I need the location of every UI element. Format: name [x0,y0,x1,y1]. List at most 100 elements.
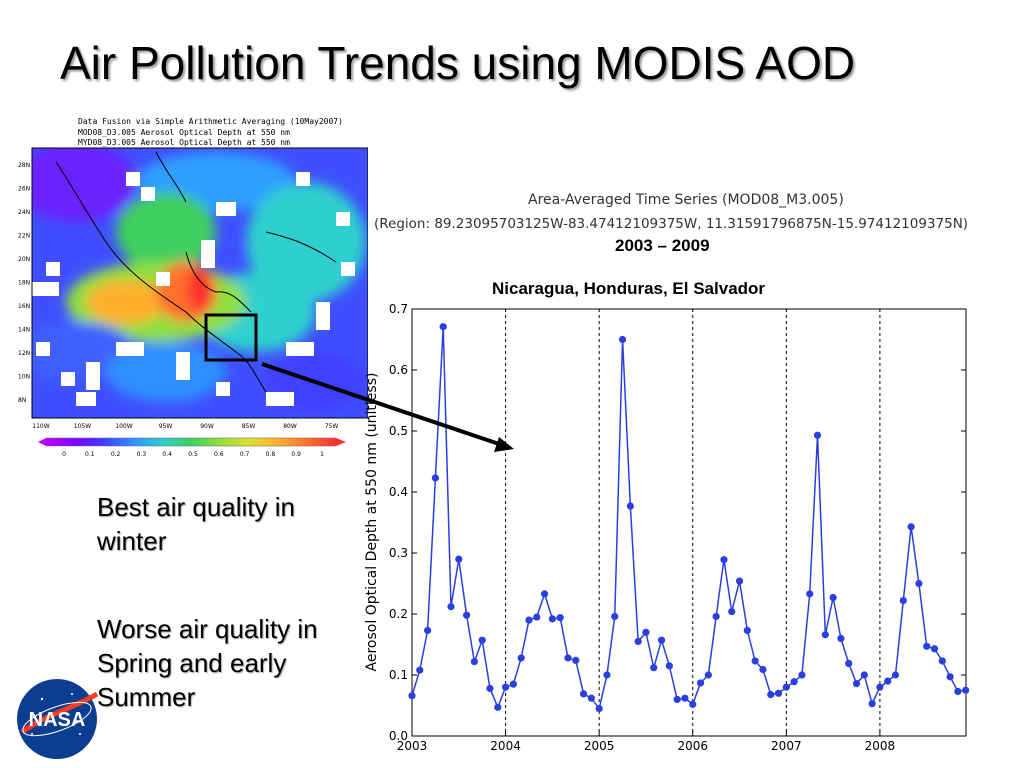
aod-data-point [618,335,627,344]
map-lat-label: 8N [18,397,26,404]
aod-data-point [486,684,494,693]
aod-data-point [689,700,697,708]
x-tick-label: 2005 [584,739,615,753]
aod-data-point [837,634,845,643]
aod-data-point [891,671,900,679]
aod-data-point [572,656,580,664]
region-box [204,313,258,362]
colorbar-label: 0.2 [111,451,121,458]
map-lon-label: 100W [115,423,132,430]
aod-data-point [860,671,868,679]
colorbar-label: 0.7 [240,451,250,458]
map-lat-label: 10N [18,374,30,381]
aod-data-point [759,665,767,674]
aod-data-point [501,683,510,691]
colorbar-label: 0.1 [85,451,95,458]
map-lon-label: 110W [32,423,49,430]
aod-data-point [806,590,814,598]
aod-data-point [696,679,705,687]
aod-data-point [447,603,455,611]
aod-data-point [751,657,759,665]
aod-data-point [938,657,946,665]
map-lat-label: 22N [18,233,30,240]
slide-title: Air Pollution Trends using MODIS AOD [60,37,856,89]
aod-data-point [470,657,478,666]
y-tick-label: 0.2 [389,607,408,621]
map-lon-label: 90W [200,423,214,430]
arrow-shaft [261,362,506,448]
aod-data-point [462,611,471,619]
aod-data-point [642,628,650,636]
y-tick-label: 0.5 [389,424,408,438]
aod-data-point [657,636,666,644]
aod-data-point [579,690,588,698]
y-tick-label: 0.1 [389,668,408,682]
colorbar-label: 0.8 [266,451,276,458]
aod-data-point [704,671,712,679]
aod-data-point [455,555,463,563]
aod-data-point [478,636,486,644]
map-lat-label: 26N [18,186,30,193]
aod-data-point [439,323,447,331]
aod-map-panel: Data Fusion via Simple Arithmetic Averag… [16,112,368,458]
aod-map: 28N 26N 24N 22N 20N 18N 16N 14N 12N 10N 8N 110W 105… [18,147,368,458]
colorbar-label: 0.5 [188,451,198,458]
aod-data-point [798,671,806,679]
aod-data-point [852,679,861,688]
map-lon-label: 80W [283,423,297,430]
nasa-logo: NASA [17,679,99,759]
aod-data-point [540,590,549,598]
colorbar-label: 0.3 [137,451,147,458]
aod-data-point [829,593,837,602]
aod-data-point [712,612,720,621]
aod-data-point [923,642,931,650]
aod-data-point [525,616,533,624]
aod-data-point [728,607,736,616]
y-axis-label: Aerosol Optical Depth at 550 nm (unitles… [364,373,380,672]
aod-data-point [743,626,751,635]
aod-data-point [548,615,556,623]
aod-data-point [587,694,595,702]
colorbar-label: 0.4 [162,451,172,458]
chart-subtitle: (Region: 89.23095703125W-83.47412109375W… [374,216,969,232]
colorbar-label: 0.9 [291,451,301,458]
map-lon-label: 85W [242,423,256,430]
aod-data-point [962,686,970,694]
aod-data-point [431,474,439,482]
aod-data-point [774,689,783,697]
aod-data-point [634,637,642,646]
aod-data-point [517,654,525,662]
map-lon-label: 75W [325,423,339,430]
note-winter: Best air quality in winter [97,492,295,556]
map-lat-label: 12N [18,350,30,357]
map-lat-label: 24N [18,209,30,216]
map-title-line-3: MYD08_D3.005 Aerosol Optical Depth at 55… [78,138,290,147]
aod-data-point [930,645,939,653]
aod-data-point [868,700,876,708]
map-lat-label: 14N [18,327,30,334]
aod-data-point [845,659,853,668]
map-lat-label: 28N [18,162,30,169]
aod-data-point [533,613,541,621]
aod-data-point [720,556,728,564]
aod-data-point [611,612,619,621]
map-title-line-1: Data Fusion via Simple Arithmetic Averag… [78,117,343,126]
region-label: Nicaragua, Honduras, El Salvador [492,279,766,298]
x-tick-label: 2008 [865,739,896,753]
map-lon-label: 105W [74,423,91,430]
note-spring: Worse air quality in Spring and early Su… [97,614,318,712]
x-tick-label: 2007 [771,739,802,753]
aod-data-point [494,703,502,711]
aod-data-point [509,680,517,688]
aod-data-point [626,502,634,510]
arrow-head [494,437,514,452]
y-tick-label: 0.6 [389,363,408,377]
aod-data-point [603,671,611,679]
aod-data-point [884,677,892,685]
map-lat-label: 18N [18,280,30,287]
aod-data-point [782,683,790,691]
aod-data-point [556,614,564,622]
aod-data-point [681,694,689,702]
svg-text:NASA: NASA [29,709,86,731]
